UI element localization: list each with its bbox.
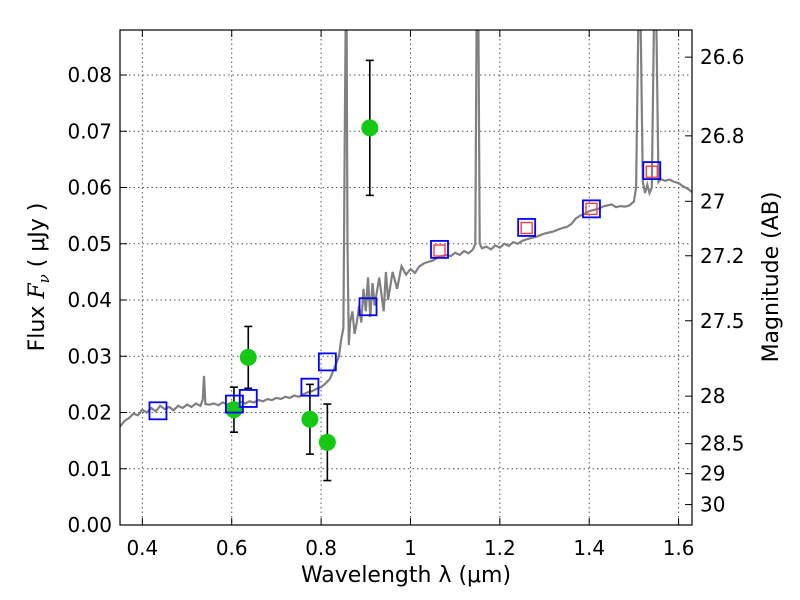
y-tick-label: 0.02 bbox=[67, 401, 112, 425]
x-tick-label: 1.4 bbox=[573, 536, 605, 560]
y2-tick-label: 29 bbox=[700, 462, 725, 486]
y-tick-label: 0.08 bbox=[67, 63, 112, 87]
axis-ticks: 0.4 0.6 0.8 1 1.2 1.4 1.6 0.00 0.01 0.02 0.03 0.04 0… bbox=[67, 30, 745, 560]
y-axis-label-suffix: ( μJy ) bbox=[25, 203, 50, 275]
model-band-square bbox=[148, 401, 168, 421]
photometry-point bbox=[318, 433, 336, 451]
x-tick-label: 0.6 bbox=[216, 536, 248, 560]
photometry-point bbox=[239, 348, 257, 366]
nir-band-square bbox=[645, 165, 658, 178]
nir-band-square bbox=[520, 221, 533, 235]
model-band-square bbox=[300, 377, 320, 397]
y-tick-label: 0.06 bbox=[67, 176, 112, 200]
grid bbox=[120, 30, 692, 526]
y2-tick-label: 27.2 bbox=[700, 244, 745, 268]
y2-tick-label: 28.5 bbox=[700, 432, 745, 456]
y-axis-label-symbol: F bbox=[25, 283, 50, 300]
photometry-point bbox=[301, 410, 319, 428]
nir-band-square bbox=[585, 202, 598, 216]
y-tick-label: 0.03 bbox=[67, 344, 112, 368]
model-band-square bbox=[517, 218, 537, 237]
x-tick-label: 0.8 bbox=[305, 536, 337, 560]
nir-band-square bbox=[433, 244, 446, 257]
model-band-square bbox=[582, 199, 601, 219]
y2-tick-label: 27.5 bbox=[700, 309, 745, 333]
y-tick-label: 0.04 bbox=[67, 288, 112, 312]
x-axis-label: Wavelength λ (μm) bbox=[301, 563, 511, 588]
y2-axis-label: Magnitude (AB) bbox=[759, 192, 784, 363]
photometry-point bbox=[361, 119, 379, 137]
y2-tick-label: 30 bbox=[700, 493, 725, 517]
x-tick-label: 1.6 bbox=[663, 536, 695, 560]
y-tick-label: 0.00 bbox=[67, 513, 112, 537]
axes-frame bbox=[119, 29, 693, 526]
y-tick-label: 0.07 bbox=[67, 119, 112, 143]
y2-tick-label: 26.8 bbox=[700, 124, 745, 148]
y2-tick-label: 27 bbox=[700, 189, 725, 213]
model-band-square bbox=[224, 394, 244, 414]
y-axis-label: Flux Fν ( μJy ) bbox=[25, 203, 53, 352]
plot-area bbox=[120, 30, 692, 482]
model-band-square bbox=[317, 352, 337, 372]
x-tick-label: 0.4 bbox=[126, 536, 158, 560]
model-band-square bbox=[430, 239, 449, 259]
model-band-square bbox=[358, 297, 378, 317]
model-spectrum-line bbox=[120, 30, 692, 428]
y2-tick-label: 26.6 bbox=[700, 45, 745, 69]
y-axis-label-subscript: ν bbox=[35, 274, 53, 283]
x-tick-label: 1.2 bbox=[484, 536, 516, 560]
y-tick-label: 0.05 bbox=[67, 232, 112, 256]
y-axis-label-prefix: Flux bbox=[25, 299, 50, 352]
model-band-square bbox=[642, 161, 662, 181]
y-tick-label: 0.01 bbox=[67, 457, 112, 481]
y2-tick-label: 28 bbox=[700, 384, 725, 408]
model-band-square bbox=[238, 389, 258, 408]
x-tick-label: 1 bbox=[404, 536, 417, 560]
